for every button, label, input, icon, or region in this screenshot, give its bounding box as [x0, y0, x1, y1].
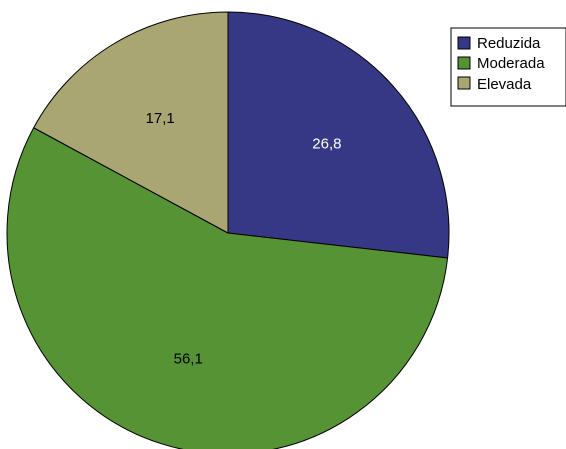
pie-slice-moderada [6, 127, 449, 449]
legend-swatch-reduzida [457, 36, 471, 50]
legend-label-elevada: Elevada [477, 76, 532, 93]
pie-slice-reduzida [227, 11, 450, 259]
legend-label-moderada: Moderada [477, 55, 545, 72]
legend-swatch-moderada [457, 56, 471, 70]
pie-slice-elevada [33, 11, 229, 234]
data-label-elevada: 17,1 [146, 110, 175, 127]
chart-legend: Reduzida Moderada Elevada [450, 27, 566, 107]
data-label-moderada: 56,1 [174, 350, 203, 367]
data-label-reduzida: 26,8 [312, 136, 341, 153]
pie-slices [6, 11, 450, 449]
pie-data-labels: 26,8 56,1 17,1 [146, 110, 342, 367]
legend-label-reduzida: Reduzida [477, 35, 541, 52]
legend-swatch-elevada [457, 76, 471, 90]
